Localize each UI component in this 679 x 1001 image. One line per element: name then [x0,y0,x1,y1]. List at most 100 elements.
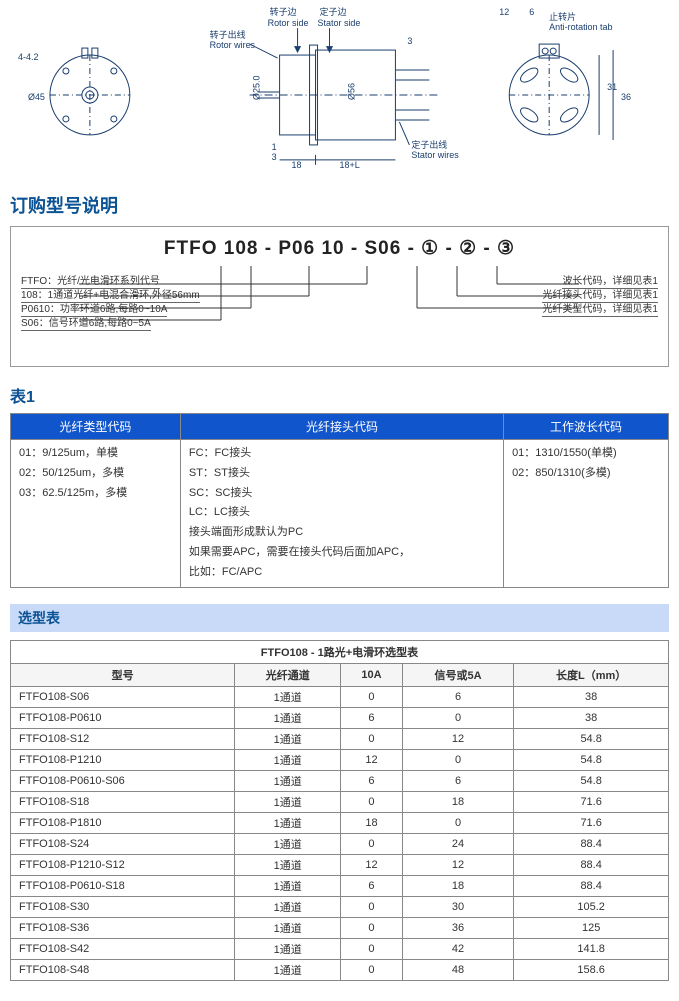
label-rotor-wires-en: Rotor wires [210,40,256,50]
code-line: 比如：FC/APC [189,563,495,583]
table-cell: 0 [341,896,403,917]
t1-c2: FC：FC接头ST：ST接头SC：SC接头LC：LC接头接头端面形成默认为PC如… [180,440,503,588]
order-note-r2: 光纤类型代码，详细见表1 [542,299,658,317]
table-cell: 0 [341,686,403,707]
table-cell: 1通道 [235,875,341,896]
table-cell: 0 [341,728,403,749]
table-cell: FTFO108-S24 [11,833,235,854]
code-line: 01：9/125um，单模 [19,444,172,464]
table-cell: 0 [341,833,403,854]
dim-1: 1 [272,142,277,152]
table-row: FTFO108-P18101通道18071.6 [11,812,669,833]
table-cell: 38 [514,707,669,728]
table-row: FTFO108-P0610-S181通道61888.4 [11,875,669,896]
table-cell: 54.8 [514,749,669,770]
table-cell: 18 [341,812,403,833]
table-cell: 38 [514,686,669,707]
table-cell: 1通道 [235,959,341,980]
code-line: ST：ST接头 [189,464,495,484]
sel-header: 型号 [11,663,235,686]
code-line: FC：FC接头 [189,444,495,464]
dim-d56: Ø56 [346,83,356,100]
selection-table: 型号光纤通道10A信号或5A长度L（mm） FTFO108-S061通道0638… [10,663,669,981]
table-cell: 42 [402,938,514,959]
table-cell: FTFO108-P0610-S18 [11,875,235,896]
table-cell: 0 [341,938,403,959]
label-rotor-wires-cn: 转子出线 [210,29,246,40]
table-cell: 18 [402,791,514,812]
table-cell: 6 [402,686,514,707]
table-cell: 158.6 [514,959,669,980]
selection-bar-title: 选型表 [10,604,669,632]
table-cell: 12 [341,749,403,770]
table-cell: 141.8 [514,938,669,959]
table-cell: 1通道 [235,707,341,728]
table-cell: 1通道 [235,791,341,812]
label-stator-wires-cn: 定子出线 [411,139,447,150]
table-cell: 6 [402,770,514,791]
code-line: 02：50/125um，多模 [19,464,172,484]
dim-d45: Ø45 [28,92,45,102]
dim-18L: 18+L [340,160,360,170]
table-row: FTFO108-S121通道01254.8 [11,728,669,749]
table-cell: 1通道 [235,938,341,959]
table-cell: 0 [341,917,403,938]
code-line: 如果需要APC，需要在接头代码后面加APC， [189,543,495,563]
sel-header: 信号或5A [402,663,514,686]
table-cell: 71.6 [514,812,669,833]
table-cell: 1通道 [235,917,341,938]
table-cell: 6 [341,875,403,896]
table-cell: 54.8 [514,770,669,791]
code-line: 接头端面形成默认为PC [189,523,495,543]
table-cell: 30 [402,896,514,917]
sel-header: 10A [341,663,403,686]
selection-caption: FTFO108 - 1路光+电滑环选型表 [10,640,669,663]
table-row: FTFO108-P12101通道12054.8 [11,749,669,770]
dim-4-4.2: 4-4.2 [18,52,38,62]
table-cell: 1通道 [235,833,341,854]
dim-31: 31 [607,82,617,92]
dim-r3: 3 [407,36,412,46]
table-cell: 88.4 [514,833,669,854]
table-row: FTFO108-S481通道048158.6 [11,959,669,980]
table-row: FTFO108-S061通道0638 [11,686,669,707]
t1-c1: 01：9/125um，单模02：50/125um，多模03：62.5/125m，… [11,440,181,588]
code-line: 02：850/1310(多模) [512,464,660,484]
table-cell: 1通道 [235,854,341,875]
table-cell: 1通道 [235,728,341,749]
table-cell: 6 [341,707,403,728]
table-row: FTFO108-P06101通道6038 [11,707,669,728]
table1-title: 表1 [10,383,669,407]
table-cell: FTFO108-P1810 [11,812,235,833]
label-rotor-side-cn: 转子边 [270,6,297,17]
label-rotor-side-en: Rotor side [268,18,309,28]
table-cell: 24 [402,833,514,854]
sel-header: 长度L（mm） [514,663,669,686]
table-cell: FTFO108-P0610-S06 [11,770,235,791]
table-cell: 0 [341,959,403,980]
table-cell: 1通道 [235,896,341,917]
dim-36: 36 [621,92,631,102]
table-cell: 1通道 [235,686,341,707]
table-cell: 12 [402,728,514,749]
table-cell: FTFO108-S48 [11,959,235,980]
table-cell: 36 [402,917,514,938]
table-cell: FTFO108-S36 [11,917,235,938]
part-number-diagram: FTFO 108 - P06 10 - S06 - ① - ② - ③ FTFO… [10,226,669,367]
table-cell: 18 [402,875,514,896]
table-cell: 125 [514,917,669,938]
dim-d25: Ø25.0 [252,76,262,100]
table-cell: FTFO108-S12 [11,728,235,749]
sel-header: 光纤通道 [235,663,341,686]
code-line: 03：62.5/125m，多模 [19,484,172,504]
table-cell: 88.4 [514,875,669,896]
code-line: SC：SC接头 [189,484,495,504]
table-row: FTFO108-P1210-S121通道121288.4 [11,854,669,875]
table-row: FTFO108-S421通道042141.8 [11,938,669,959]
table-cell: 6 [341,770,403,791]
table-cell: 1通道 [235,770,341,791]
dim-12: 12 [499,7,509,17]
table-cell: 12 [341,854,403,875]
t1-h1: 光纤接头代码 [180,414,503,440]
order-note-l3: S06：信号环道6路,每路0~5A [21,313,151,331]
